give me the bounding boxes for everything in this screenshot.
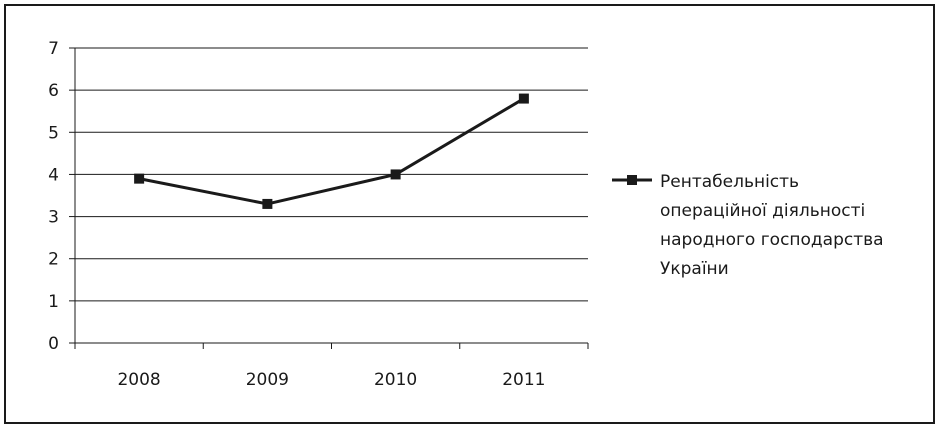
legend-label-line-4: України [660, 259, 729, 279]
y-tick-label-6: 6 [48, 81, 59, 101]
x-tick-label-2008: 2008 [117, 370, 160, 390]
data-point-2011 [518, 93, 529, 104]
y-axis-ticks: 0 1 2 3 4 5 6 7 [48, 39, 75, 354]
x-axis-ticks: 2008 2009 2010 2011 [74, 343, 589, 390]
y-tick-label-3: 3 [48, 208, 59, 228]
gridlines [75, 47, 588, 302]
y-tick-label-2: 2 [48, 250, 59, 270]
y-tick-label-7: 7 [48, 39, 59, 59]
chart-frame [4, 4, 935, 424]
data-point-2009 [262, 198, 273, 209]
legend-label-line-3: народного господарства [660, 230, 884, 250]
series-line-0 [138, 97, 525, 206]
data-point-2010 [390, 169, 401, 180]
y-tick-label-5: 5 [48, 123, 59, 143]
axes [74, 48, 588, 344]
legend-label-line-2: операційної діяльності [660, 201, 865, 221]
y-tick-label-1: 1 [48, 292, 59, 312]
legend-marker-swatch [627, 175, 637, 185]
x-tick-label-2009: 2009 [246, 370, 289, 390]
x-tick-label-2010: 2010 [374, 370, 417, 390]
y-tick-label-0: 0 [48, 334, 59, 354]
x-tick-label-2011: 2011 [502, 370, 545, 390]
y-tick-label-4: 4 [48, 165, 59, 185]
legend: Рентабельність операційної діяльності на… [612, 172, 884, 279]
series-group [134, 93, 529, 209]
data-point-2008 [134, 173, 145, 184]
legend-label-line-1: Рентабельність [660, 172, 799, 192]
